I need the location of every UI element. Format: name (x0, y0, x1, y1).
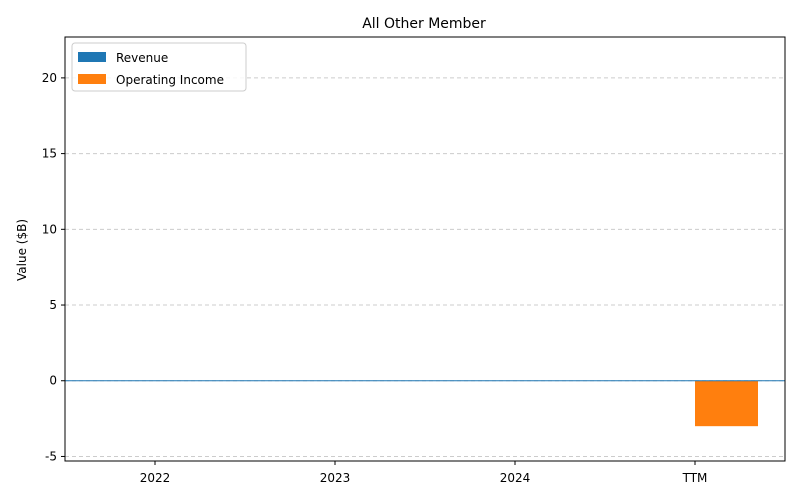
legend-swatch (78, 74, 106, 84)
plot-frame (64, 36, 786, 462)
bars (695, 380, 758, 427)
y-tick-label: 5 (49, 298, 57, 312)
y-tick-label: 10 (42, 222, 57, 236)
chart-title: All Other Member (362, 16, 486, 32)
legend-label: Revenue (116, 51, 168, 65)
y-axis-label: Value ($B) (15, 219, 29, 281)
legend-swatch (78, 52, 106, 62)
y-axis: -5 0 5 10 15 20 (42, 71, 65, 463)
y-tick-label: 0 (49, 374, 57, 388)
bar-operating-income-ttm (695, 380, 758, 427)
legend-box (71, 42, 247, 92)
legend: Revenue Operating Income (71, 42, 247, 92)
y-tick-label: 20 (42, 71, 57, 85)
x-tick-label: 2023 (320, 471, 351, 485)
x-tick-label: TTM (682, 471, 708, 485)
y-tick-label: -5 (45, 449, 57, 463)
x-axis: 2022 2023 2024 TTM (140, 461, 708, 485)
grid-lines (65, 77, 785, 457)
x-tick-label: 2022 (140, 471, 171, 485)
legend-label: Operating Income (116, 73, 224, 87)
y-tick-label: 15 (42, 147, 57, 161)
x-tick-label: 2024 (500, 471, 531, 485)
